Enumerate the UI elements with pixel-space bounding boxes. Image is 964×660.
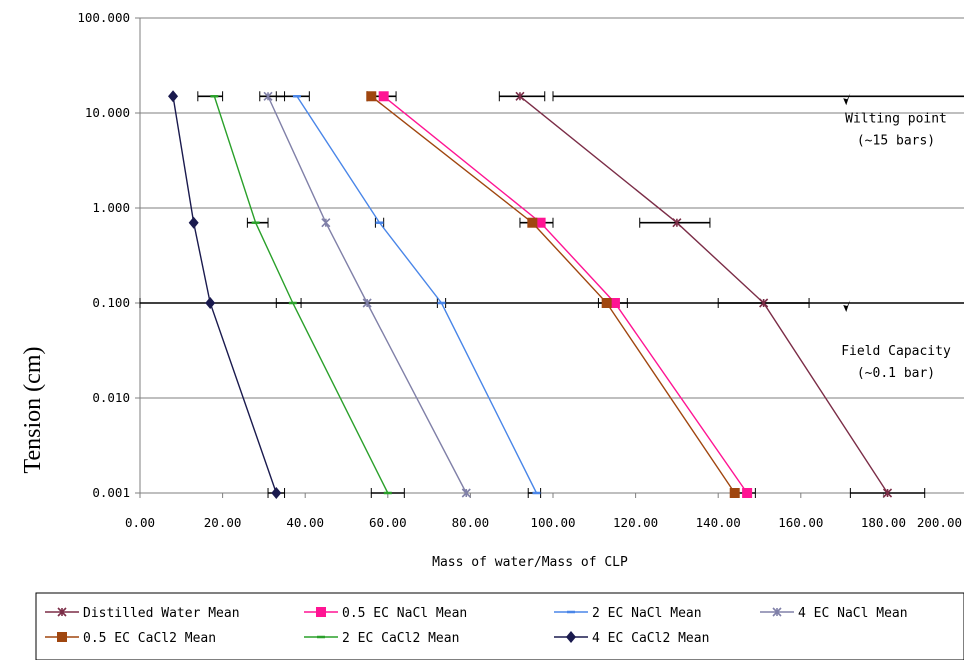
- legend-item: 4 EC CaCl2 Mean: [554, 631, 709, 646]
- y-tick-label: 0.100: [92, 295, 130, 310]
- legend-label: Distilled Water Mean: [83, 606, 240, 621]
- data-point: [882, 488, 893, 498]
- annotation-text: Field Capacity: [841, 344, 951, 359]
- data-point: [461, 488, 471, 498]
- y-tick-label: 0.001: [92, 485, 130, 500]
- legend-label: 4 EC CaCl2 Mean: [592, 631, 709, 646]
- data-point: [362, 298, 372, 308]
- legend-item: 2 EC NaCl Mean: [554, 606, 702, 621]
- legend-label: 0.5 EC NaCl Mean: [342, 606, 467, 621]
- y-tick-label: 1.000: [92, 200, 130, 215]
- annotation-arrow: [843, 93, 851, 106]
- data-point: [188, 216, 199, 229]
- legend-item: 2 EC CaCl2 Mean: [304, 631, 459, 646]
- series-lines: [168, 90, 893, 499]
- x-tick-label: 40.00: [286, 515, 324, 530]
- series-1: [378, 91, 753, 498]
- legend-box: [35, 592, 964, 660]
- x-tick-label: 160.00: [778, 515, 823, 530]
- legend-swatch-marker: [772, 607, 782, 617]
- data-point: [672, 218, 682, 228]
- data-point: [609, 298, 620, 308]
- x-tick-label: 100.00: [530, 515, 575, 530]
- series-line: [296, 95, 538, 494]
- annotation-1: Field Capacity (~0.1 bar): [841, 300, 951, 381]
- annotation-arrow: [843, 300, 851, 312]
- x-tick-label: 140.00: [696, 515, 741, 530]
- legend-item: 0.5 EC CaCl2 Mean: [45, 631, 216, 646]
- data-point: [759, 298, 769, 308]
- series-line: [383, 95, 748, 494]
- data-point: [378, 91, 389, 102]
- y-tick-label: 10.000: [85, 105, 130, 120]
- data-point: [168, 90, 179, 103]
- x-tick-label: 120.00: [613, 515, 658, 530]
- data-point: [601, 298, 612, 308]
- annotation-0: Wilting point (~15 bars): [843, 93, 947, 148]
- legend-label: 0.5 EC CaCl2 Mean: [83, 631, 216, 646]
- legend-label: 2 EC CaCl2 Mean: [342, 631, 459, 646]
- data-point: [527, 217, 538, 228]
- series-4: [366, 91, 740, 498]
- error-bars: [139, 91, 964, 498]
- data-point: [742, 488, 753, 498]
- x-tick-labels: 0.00 20.00 40.00 60.00 80.00 100.00 120.00 140.…: [125, 493, 962, 530]
- series-3: [263, 91, 471, 498]
- data-point: [263, 91, 273, 101]
- annotations: Wilting point (~15 bars) Field Capacity (~0…: [841, 93, 951, 381]
- series-line: [172, 96, 277, 494]
- series-2: [292, 95, 541, 495]
- legend-swatch-marker: [57, 607, 67, 617]
- x-tick-label: 0.00: [125, 515, 155, 530]
- annotation-text: Wilting point: [845, 111, 947, 126]
- data-point: [205, 297, 216, 309]
- series-5: [210, 95, 392, 495]
- series-line: [267, 95, 467, 494]
- x-tick-label: 60.00: [369, 515, 407, 530]
- legend-swatch-marker: [316, 607, 326, 617]
- y-tick-label: 100.000: [77, 10, 130, 25]
- data-point: [729, 488, 740, 498]
- data-point: [321, 218, 331, 228]
- series-line: [213, 96, 389, 494]
- series-line: [519, 95, 889, 494]
- y-axis-title: Tension (cm): [20, 347, 46, 474]
- x-tick-label: 200.00: [917, 515, 962, 530]
- series-0: [515, 91, 893, 498]
- legend-swatch-marker: [566, 631, 576, 643]
- legend-item: 0.5 EC NaCl Mean: [304, 606, 467, 621]
- x-tick-label: 80.00: [452, 515, 490, 530]
- legend-item: 4 EC NaCl Mean: [760, 606, 908, 621]
- x-tick-label: 20.00: [204, 515, 242, 530]
- legend-swatch-marker: [57, 632, 67, 642]
- data-point: [535, 217, 546, 228]
- series-line: [370, 95, 736, 494]
- legend-label: 2 EC NaCl Mean: [592, 606, 702, 621]
- data-point: [366, 91, 377, 102]
- legend-label: 4 EC NaCl Mean: [798, 606, 908, 621]
- series-6: [168, 90, 282, 499]
- data-point: [271, 487, 282, 499]
- annotation-text: (~0.1 bar): [857, 366, 935, 381]
- y-tick-label: 0.010: [92, 390, 130, 405]
- y-tick-labels: 0.001 0.010 0.100 1.000 10.000 100.000: [77, 10, 140, 500]
- data-point: [515, 91, 525, 101]
- legend-item: Distilled Water Mean: [45, 606, 240, 621]
- x-axis-title: Mass of water/Mass of CLP: [432, 555, 628, 570]
- annotation-text: (~15 bars): [857, 133, 935, 148]
- x-tick-label: 180.00: [861, 515, 906, 530]
- legend: Distilled Water Mean 0.5 EC NaCl Mean 2 EC…: [45, 606, 908, 646]
